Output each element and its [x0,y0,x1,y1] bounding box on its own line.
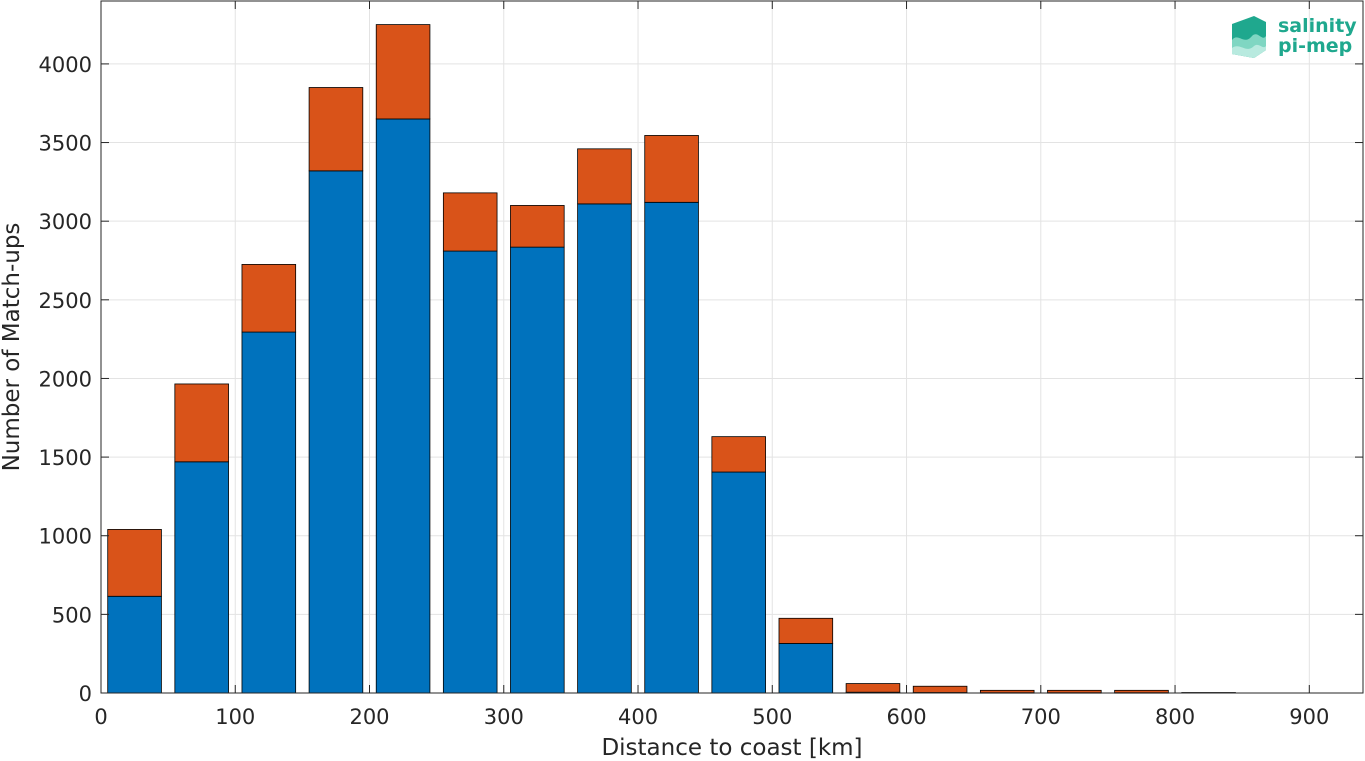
bar-series-2 [174,383,229,463]
bar-series-2 [845,683,901,693]
y-tick-label: 2500 [39,289,92,313]
y-tick-label: 3500 [39,132,92,156]
bar-series-2 [308,87,364,172]
salinity-pi-mep-logo: salinity pi-mep [1228,14,1360,64]
x-tick-label: 100 [215,705,255,729]
y-tick-label: 1000 [39,525,92,549]
y-tick-label: 0 [79,682,92,706]
y-tick-label: 500 [52,603,92,627]
x-tick-label: 500 [752,705,792,729]
bar-series-2 [711,436,766,473]
ticks: 0 100 200 300 400 500 600 700 800 900 0 500 1000 1500… [39,1,1363,729]
bar-series-2 [644,135,699,203]
y-tick-label: 1500 [39,446,92,470]
y-tick-label: 3000 [39,210,92,234]
x-tick-label: 400 [618,705,658,729]
bar-series-1 [241,331,297,694]
bar-series-2 [577,148,632,205]
bar-series-1 [510,246,565,694]
bar-series-2 [107,529,162,597]
logo-text-line2: pi-mep [1278,35,1353,57]
x-tick-label: 700 [1021,705,1061,729]
bar-series-2 [442,192,498,252]
axes-box [100,0,1364,694]
bar-series-1 [107,595,162,694]
bar-series-1 [308,170,364,694]
bar-series-2 [375,24,431,120]
bar-series-1 [644,201,699,694]
x-tick-label: 600 [886,705,926,729]
bar-series-2 [778,617,834,644]
bar-series-1 [174,461,229,694]
x-tick-label: 200 [349,705,389,729]
bar-series-2 [912,685,968,693]
y-tick-label: 2000 [39,367,92,391]
y-axis-label: Number of Match-ups [0,223,25,472]
bars [107,24,1236,694]
bar-series-2 [1047,689,1102,694]
logo-wave-icon [1232,16,1266,58]
logo-text-line1: salinity [1278,15,1357,37]
bar-series-2 [241,264,297,333]
y-tick-label: 4000 [39,53,92,77]
bar-series-2 [510,205,565,248]
x-tick-label: 0 [94,705,107,729]
x-tick-label: 300 [484,705,524,729]
bar-series-2 [1114,689,1169,694]
bar-series-2 [979,689,1035,694]
bar-series-1 [375,118,431,694]
x-axis-label: Distance to coast [km] [601,735,862,761]
bar-series-1 [778,643,834,694]
x-tick-label: 800 [1155,705,1195,729]
x-tick-label: 900 [1289,705,1329,729]
bar-series-1 [711,471,766,694]
bar-series-1 [577,203,632,694]
bar-series-1 [442,250,498,694]
